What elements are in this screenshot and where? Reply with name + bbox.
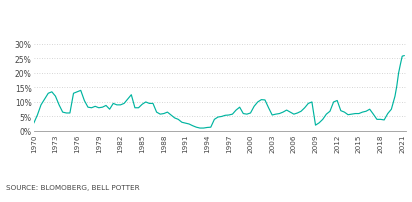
Text: Figure 1 - U.S. M2 money supply change YoY: Figure 1 - U.S. M2 money supply change Y… [6, 11, 258, 21]
Text: SOURCE: BLOMOBERG, BELL POTTER: SOURCE: BLOMOBERG, BELL POTTER [6, 184, 140, 190]
